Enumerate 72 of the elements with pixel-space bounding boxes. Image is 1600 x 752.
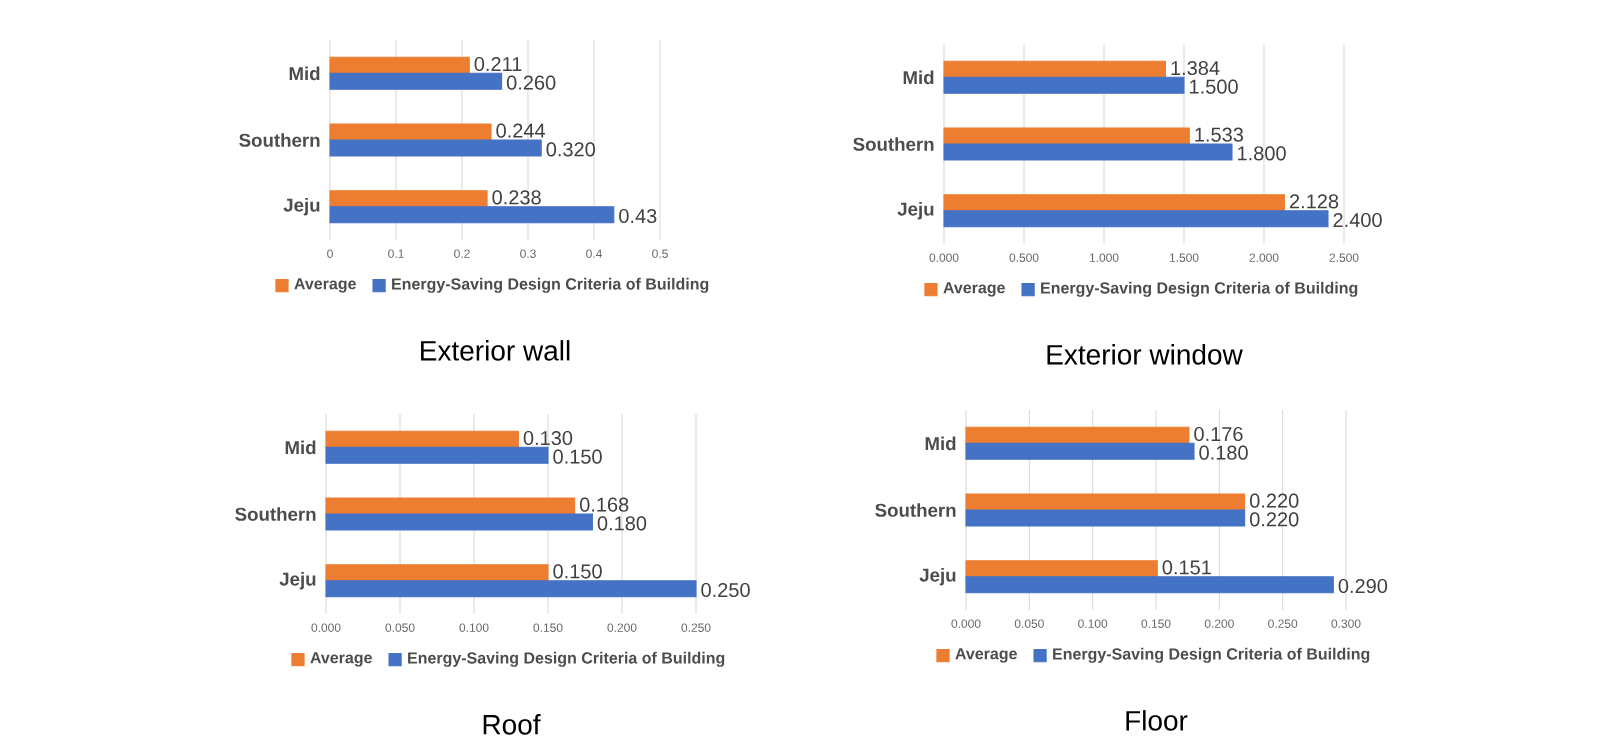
- bar: [325, 564, 549, 582]
- bar: [325, 580, 697, 598]
- data-label: 0.250: [701, 582, 750, 598]
- y-tick-label: Southern: [853, 137, 934, 151]
- legend-label: Energy-Saving Design Criteria of Building: [392, 277, 709, 293]
- data-label: 0.238: [492, 190, 541, 205]
- data-label: 0.150: [553, 564, 602, 579]
- data-label: 0.43: [619, 208, 657, 224]
- data-label: 0.176: [1194, 426, 1243, 442]
- bar: [943, 76, 1185, 94]
- text: Exterior window: [1047, 344, 1243, 365]
- bar: [965, 493, 1246, 511]
- bar: [965, 442, 1195, 460]
- bar: [329, 56, 470, 74]
- data-label: 1.800: [1238, 146, 1286, 161]
- legend-label: Average: [310, 652, 372, 667]
- legend-label: Average: [943, 282, 1005, 297]
- bar: [325, 497, 576, 515]
- legend-label: Average: [955, 648, 1017, 663]
- data-label: 0.320: [546, 142, 595, 157]
- text: Roof: [483, 714, 541, 735]
- data-label: 0.260: [506, 75, 556, 90]
- bar: [329, 190, 488, 208]
- data-label: 0.180: [1199, 445, 1248, 460]
- legend-label: Energy-Saving Design Criteria of Building: [1053, 647, 1370, 663]
- y-tick-label: Mid: [925, 436, 956, 451]
- y-tick-label: Jeju: [279, 571, 316, 590]
- legend-label: Energy-Saving Design Criteria of Building: [408, 651, 725, 667]
- bar: [943, 194, 1286, 212]
- bar: [329, 139, 542, 157]
- legend-label: Energy-Saving Design Criteria of Building: [1041, 281, 1358, 297]
- bar: [965, 576, 1334, 594]
- y-tick-label: Jeju: [283, 197, 320, 216]
- data-label: 0.180: [597, 516, 647, 531]
- data-label: 0.130: [523, 430, 573, 446]
- legend-label: Average: [294, 278, 356, 293]
- y-tick-label: Mid: [903, 70, 934, 85]
- y-tick-label: Southern: [875, 503, 956, 517]
- bar: [965, 426, 1190, 444]
- data-label: 0.220: [1250, 493, 1299, 508]
- bar: [325, 446, 549, 464]
- data-label: 0.290: [1338, 578, 1388, 594]
- bar: [943, 143, 1233, 161]
- bar: [325, 513, 593, 531]
- y-tick-label: Southern: [235, 507, 316, 521]
- data-label: 0.220: [1250, 512, 1299, 527]
- data-label: 0.244: [496, 123, 546, 138]
- y-tick-label: Mid: [289, 66, 320, 81]
- y-tick-label: Southern: [239, 133, 320, 147]
- data-label: 2.128: [1290, 194, 1339, 209]
- data-label: 0.211: [474, 56, 522, 72]
- bar: [943, 127, 1190, 145]
- y-tick-label: Jeju: [919, 567, 956, 586]
- data-label: 0.151: [1162, 560, 1211, 575]
- bar: [943, 210, 1329, 228]
- bar: [329, 206, 615, 224]
- bar: [943, 60, 1166, 78]
- data-label: 0.168: [579, 497, 629, 512]
- bar: [965, 560, 1158, 578]
- data-label: 0.150: [553, 449, 602, 464]
- y-tick-label: Jeju: [897, 201, 934, 220]
- data-label: 2.400: [1333, 212, 1382, 228]
- text: Floor: [1126, 710, 1188, 731]
- data-label: 1.384: [1171, 60, 1220, 76]
- bar: [325, 430, 519, 448]
- y-tick-label: Mid: [285, 440, 316, 455]
- data-label: 1.500: [1190, 79, 1238, 94]
- bar: [329, 123, 492, 141]
- bar: [965, 509, 1246, 527]
- text: Exterior wall: [421, 340, 570, 361]
- data-label: 1.533: [1195, 127, 1243, 142]
- bar: [329, 72, 503, 90]
